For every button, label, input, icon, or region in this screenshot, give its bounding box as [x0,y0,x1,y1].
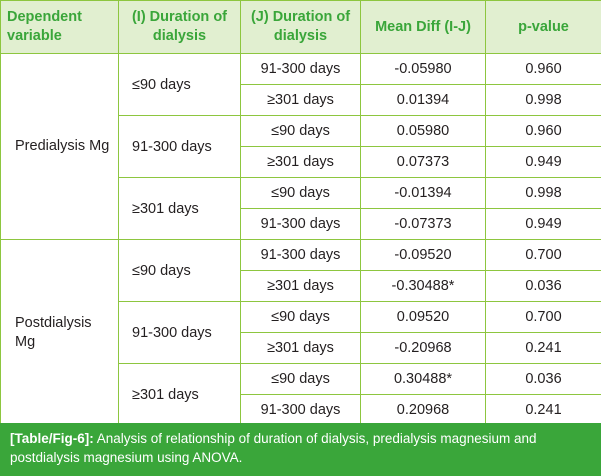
duration-i-cell: ≥301 days [118,177,241,240]
p-value-cell: 0.949 [485,146,601,178]
mean-diff-cell: 0.20968 [360,394,486,426]
table-caption: [Table/Fig-6]: Analysis of relationship … [0,423,601,476]
anova-table: Dependent variable (I) Duration of dialy… [0,0,601,426]
header-mean-diff: Mean Diff (I-J) [360,0,486,54]
duration-j-cell: ≥301 days [240,332,361,364]
duration-j-cell: 91-300 days [240,239,361,271]
duration-j-cell: ≤90 days [240,363,361,395]
p-value-cell: 0.241 [485,394,601,426]
p-value-cell: 0.998 [485,84,601,116]
mean-diff-cell: -0.30488* [360,270,486,302]
table-row: 91-300 days ≤90 days 0.09520 0.700 [1,301,601,364]
table-row: Postdialysis Mg ≤90 days 91-300 days -0.… [0,239,601,426]
header-duration-j: (J) Duration of dialysis [240,0,361,54]
duration-i-cell: ≥301 days [118,363,241,426]
p-value-cell: 0.960 [485,53,601,85]
duration-j-cell: ≥301 days [240,84,361,116]
header-row: Dependent variable (I) Duration of dialy… [0,0,601,54]
duration-i-cell: 91-300 days [118,301,241,364]
table-row: ≥301 days ≤90 days -0.01394 0.998 [1,177,601,240]
duration-j-cell: 91-300 days [240,53,361,85]
duration-j-cell: 91-300 days [240,208,361,240]
mean-diff-cell: -0.07373 [360,208,486,240]
header-dependent-variable: Dependent variable [0,0,119,54]
header-p-value: p-value [485,0,601,54]
table-row: ≥301 days -0.30488* 0.036 [1,270,601,302]
mean-diff-cell: -0.20968 [360,332,486,364]
mean-diff-cell: -0.01394 [360,177,486,209]
table-row: ≥301 days ≤90 days 0.30488* 0.036 [1,363,601,426]
duration-j-cell: ≤90 days [240,301,361,333]
mean-diff-cell: 0.30488* [360,363,486,395]
p-value-cell: 0.998 [485,177,601,209]
duration-j-cell: ≤90 days [240,115,361,147]
header-duration-i: (I) Duration of dialysis [118,0,241,54]
p-value-cell: 0.036 [485,270,601,302]
table-row: 91-300 days 0.20968 0.241 [1,394,601,426]
p-value-cell: 0.241 [485,332,601,364]
mean-diff-cell: -0.05980 [360,53,486,85]
mean-diff-cell: 0.01394 [360,84,486,116]
duration-j-cell: ≤90 days [240,177,361,209]
p-value-cell: 0.700 [485,239,601,271]
p-value-cell: 0.036 [485,363,601,395]
group-label: Predialysis Mg [0,53,119,240]
duration-j-cell: ≥301 days [240,270,361,302]
duration-j-cell: 91-300 days [240,394,361,426]
group-label: Postdialysis Mg [0,239,119,426]
p-value-cell: 0.949 [485,208,601,240]
table-row: 91-300 days -0.07373 0.949 [1,208,601,240]
table-row: ≥301 days -0.20968 0.241 [1,332,601,364]
table-row: Predialysis Mg ≤90 days 91-300 days -0.0… [0,53,601,240]
duration-i-cell: 91-300 days [118,115,241,178]
table-row: ≥301 days 0.07373 0.949 [1,146,601,178]
mean-diff-cell: 0.07373 [360,146,486,178]
caption-label: [Table/Fig-6]: [10,431,94,446]
p-value-cell: 0.960 [485,115,601,147]
mean-diff-cell: 0.09520 [360,301,486,333]
duration-j-cell: ≥301 days [240,146,361,178]
duration-i-cell: ≤90 days [118,53,241,116]
mean-diff-cell: -0.09520 [360,239,486,271]
duration-i-cell: ≤90 days [118,239,241,302]
caption-text: Analysis of relationship of duration of … [10,431,537,465]
mean-diff-cell: 0.05980 [360,115,486,147]
table-row: 91-300 days ≤90 days 0.05980 0.960 [1,115,601,178]
p-value-cell: 0.700 [485,301,601,333]
